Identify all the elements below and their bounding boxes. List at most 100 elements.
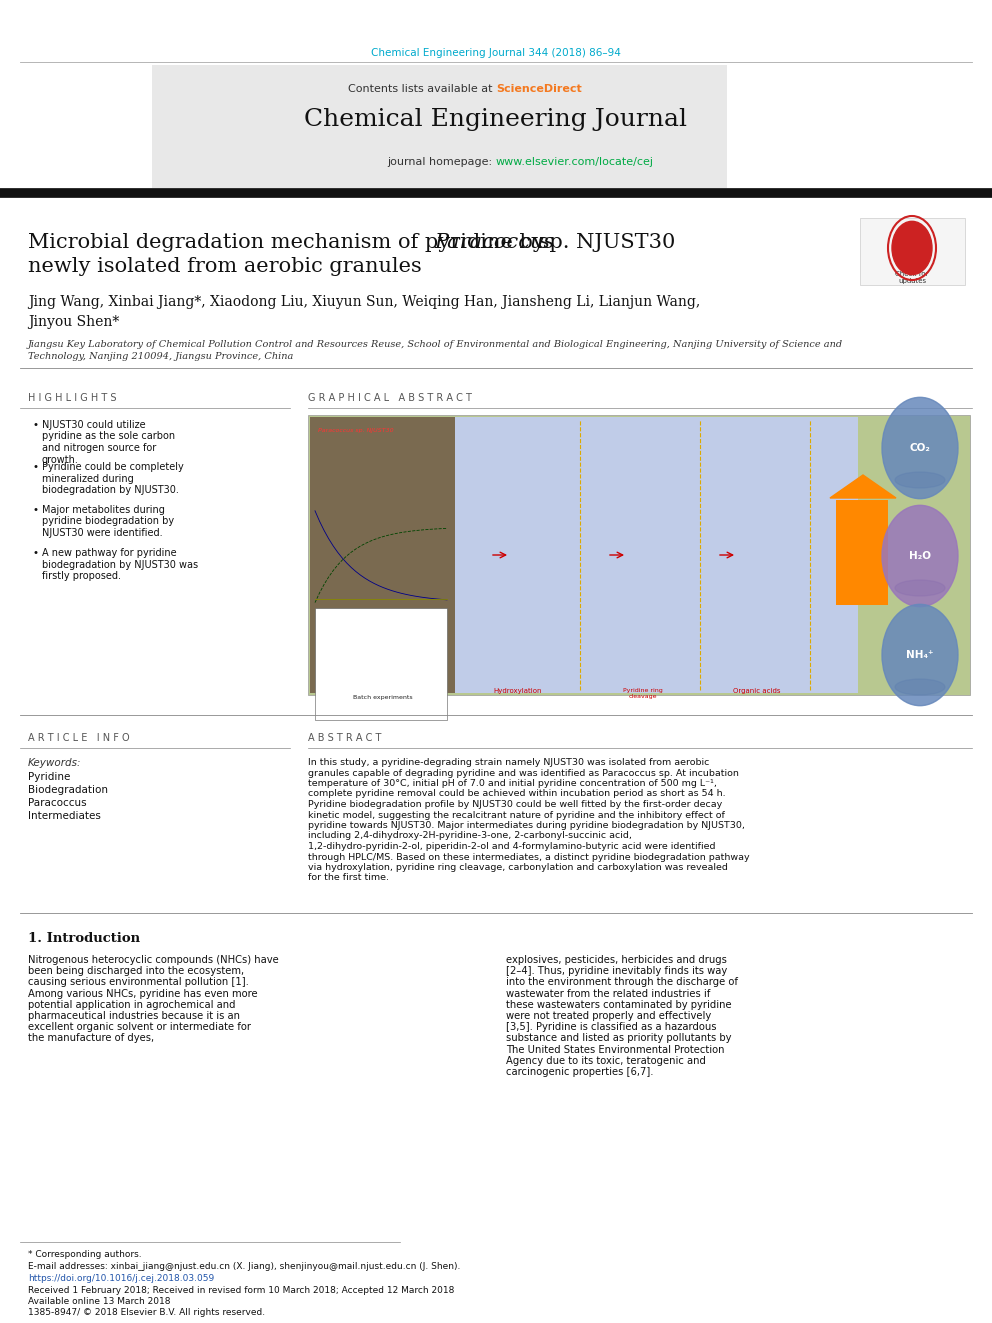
Text: A B S T R A C T: A B S T R A C T xyxy=(308,733,381,744)
Text: •: • xyxy=(33,419,39,430)
Text: sp. NJUST30: sp. NJUST30 xyxy=(532,233,676,251)
Text: kinetic model, suggesting the recalcitrant nature of pyridine and the inhibitory: kinetic model, suggesting the recalcitra… xyxy=(308,811,725,819)
Text: mineralized during: mineralized during xyxy=(42,474,134,483)
Text: * Corresponding authors.: * Corresponding authors. xyxy=(28,1250,142,1259)
Text: including 2,4-dihydroxy-2H-pyridine-3-one, 2-carbonyl-succinic acid,: including 2,4-dihydroxy-2H-pyridine-3-on… xyxy=(308,831,632,840)
Text: G R A P H I C A L   A B S T R A C T: G R A P H I C A L A B S T R A C T xyxy=(308,393,472,404)
Text: complete pyridine removal could be achieved within incubation period as short as: complete pyridine removal could be achie… xyxy=(308,790,725,799)
Bar xyxy=(315,609,447,720)
Bar xyxy=(455,417,858,693)
Text: •: • xyxy=(33,505,39,515)
Text: Jinyou Shen*: Jinyou Shen* xyxy=(28,315,119,329)
Text: journal homepage:: journal homepage: xyxy=(387,157,496,167)
Text: CO₂: CO₂ xyxy=(910,443,930,452)
Text: Check for
updates: Check for updates xyxy=(896,271,929,284)
Text: pharmaceutical industries because it is an: pharmaceutical industries because it is … xyxy=(28,1011,240,1021)
Text: In this study, a pyridine-degrading strain namely NJUST30 was isolated from aero: In this study, a pyridine-degrading stra… xyxy=(308,758,709,767)
Ellipse shape xyxy=(895,579,945,595)
Text: Paracoccus: Paracoccus xyxy=(28,798,86,808)
Text: Biodegradation: Biodegradation xyxy=(28,785,108,795)
Text: Nitrogenous heterocyclic compounds (NHCs) have: Nitrogenous heterocyclic compounds (NHCs… xyxy=(28,955,279,964)
Text: potential application in agrochemical and: potential application in agrochemical an… xyxy=(28,1000,235,1009)
Text: 1385-8947/ © 2018 Elsevier B.V. All rights reserved.: 1385-8947/ © 2018 Elsevier B.V. All righ… xyxy=(28,1308,265,1316)
Text: 1,2-dihydro-pyridin-2-ol, piperidin-2-ol and 4-formylamino-butyric acid were ide: 1,2-dihydro-pyridin-2-ol, piperidin-2-ol… xyxy=(308,841,715,851)
Text: carcinogenic properties [6,7].: carcinogenic properties [6,7]. xyxy=(506,1068,654,1077)
Text: Keywords:: Keywords: xyxy=(28,758,81,767)
Text: and nitrogen source for: and nitrogen source for xyxy=(42,443,157,452)
Text: https://doi.org/10.1016/j.cej.2018.03.059: https://doi.org/10.1016/j.cej.2018.03.05… xyxy=(28,1274,214,1283)
Bar xyxy=(310,417,455,693)
Text: Paracoccus sp. NJUST30: Paracoccus sp. NJUST30 xyxy=(318,429,394,433)
Text: Paracoccus: Paracoccus xyxy=(434,233,555,251)
Text: [2–4]. Thus, pyridine inevitably finds its way: [2–4]. Thus, pyridine inevitably finds i… xyxy=(506,966,727,976)
Polygon shape xyxy=(830,475,896,497)
Circle shape xyxy=(882,505,958,607)
Text: substance and listed as priority pollutants by: substance and listed as priority polluta… xyxy=(506,1033,731,1044)
Text: H₂O: H₂O xyxy=(909,550,931,561)
Text: Received 1 February 2018; Received in revised form 10 March 2018; Accepted 12 Ma: Received 1 February 2018; Received in re… xyxy=(28,1286,454,1295)
Text: Among various NHCs, pyridine has even more: Among various NHCs, pyridine has even mo… xyxy=(28,988,258,999)
Text: pyridine biodegradation by: pyridine biodegradation by xyxy=(42,516,175,527)
Text: explosives, pesticides, herbicides and drugs: explosives, pesticides, herbicides and d… xyxy=(506,955,727,964)
Text: •: • xyxy=(33,462,39,472)
Text: NJUST30 were identified.: NJUST30 were identified. xyxy=(42,528,163,538)
Text: NJUST30 could utilize: NJUST30 could utilize xyxy=(42,419,146,430)
Text: were not treated properly and effectively: were not treated properly and effectivel… xyxy=(506,1011,711,1021)
Text: Agency due to its toxic, teratogenic and: Agency due to its toxic, teratogenic and xyxy=(506,1056,706,1066)
Text: Intermediates: Intermediates xyxy=(28,811,101,822)
Text: Available online 13 March 2018: Available online 13 March 2018 xyxy=(28,1297,171,1306)
Text: •: • xyxy=(33,548,39,558)
Text: Pyridine could be completely: Pyridine could be completely xyxy=(42,462,184,472)
Text: Chemical Engineering Journal: Chemical Engineering Journal xyxy=(305,108,687,131)
Text: Microbial degradation mechanism of pyridine by: Microbial degradation mechanism of pyrid… xyxy=(28,233,552,251)
Text: E-mail addresses: xinbai_jiang@njust.edu.cn (X. Jiang), shenjinyou@mail.njust.ed: E-mail addresses: xinbai_jiang@njust.edu… xyxy=(28,1262,460,1271)
FancyBboxPatch shape xyxy=(836,500,888,605)
Circle shape xyxy=(882,397,958,499)
Text: through HPLC/MS. Based on these intermediates, a distinct pyridine biodegradatio: through HPLC/MS. Based on these intermed… xyxy=(308,852,750,861)
Text: Hydroxylation: Hydroxylation xyxy=(494,688,543,695)
Text: ScienceDirect: ScienceDirect xyxy=(496,83,581,94)
Text: Contents lists available at: Contents lists available at xyxy=(348,83,496,94)
Text: biodegradation by NJUST30.: biodegradation by NJUST30. xyxy=(42,486,179,495)
Text: temperature of 30°C, initial pH of 7.0 and initial pyridine concentration of 500: temperature of 30°C, initial pH of 7.0 a… xyxy=(308,779,717,789)
Text: NH₄⁺: NH₄⁺ xyxy=(907,650,933,660)
Text: Technology, Nanjing 210094, Jiangsu Province, China: Technology, Nanjing 210094, Jiangsu Prov… xyxy=(28,352,294,361)
Text: A R T I C L E   I N F O: A R T I C L E I N F O xyxy=(28,733,130,744)
Text: firstly proposed.: firstly proposed. xyxy=(42,572,121,581)
Text: pyridine towards NJUST30. Major intermediates during pyridine biodegradation by : pyridine towards NJUST30. Major intermed… xyxy=(308,822,745,830)
Text: via hydroxylation, pyridine ring cleavage, carbonylation and carboxylation was r: via hydroxylation, pyridine ring cleavag… xyxy=(308,863,728,872)
Bar xyxy=(860,218,965,284)
Circle shape xyxy=(882,605,958,705)
Text: Jing Wang, Xinbai Jiang*, Xiaodong Liu, Xiuyun Sun, Weiqing Han, Jiansheng Li, L: Jing Wang, Xinbai Jiang*, Xiaodong Liu, … xyxy=(28,295,700,310)
Text: the manufacture of dyes,: the manufacture of dyes, xyxy=(28,1033,154,1044)
Text: newly isolated from aerobic granules: newly isolated from aerobic granules xyxy=(28,257,422,277)
Text: causing serious environmental pollution [1].: causing serious environmental pollution … xyxy=(28,978,249,987)
Text: growth.: growth. xyxy=(42,455,79,464)
Text: Chemical Engineering Journal 344 (2018) 86–94: Chemical Engineering Journal 344 (2018) … xyxy=(371,48,621,58)
Text: The United States Environmental Protection: The United States Environmental Protecti… xyxy=(506,1045,724,1054)
Text: these wastewaters contaminated by pyridine: these wastewaters contaminated by pyridi… xyxy=(506,1000,732,1009)
Text: excellent organic solvent or intermediate for: excellent organic solvent or intermediat… xyxy=(28,1023,251,1032)
Text: Major metabolites during: Major metabolites during xyxy=(42,505,165,515)
Text: Jiangsu Key Laboratory of Chemical Pollution Control and Resources Reuse, School: Jiangsu Key Laboratory of Chemical Pollu… xyxy=(28,340,843,349)
Text: pyridine as the sole carbon: pyridine as the sole carbon xyxy=(42,431,176,442)
Text: Organic acids: Organic acids xyxy=(733,688,781,695)
Text: biodegradation by NJUST30 was: biodegradation by NJUST30 was xyxy=(42,560,198,569)
Text: Pyridine biodegradation profile by NJUST30 could be well fitted by the first-ord: Pyridine biodegradation profile by NJUST… xyxy=(308,800,722,808)
Text: Batch experiments: Batch experiments xyxy=(353,695,413,700)
Circle shape xyxy=(892,221,932,275)
Text: for the first time.: for the first time. xyxy=(308,873,389,882)
Text: into the environment through the discharge of: into the environment through the dischar… xyxy=(506,978,738,987)
Bar xyxy=(152,65,727,188)
Text: A new pathway for pyridine: A new pathway for pyridine xyxy=(42,548,177,558)
Bar xyxy=(308,415,970,695)
Text: wastewater from the related industries if: wastewater from the related industries i… xyxy=(506,988,710,999)
Text: H I G H L I G H T S: H I G H L I G H T S xyxy=(28,393,116,404)
Text: been being discharged into the ecosystem,: been being discharged into the ecosystem… xyxy=(28,966,244,976)
Text: [3,5]. Pyridine is classified as a hazardous: [3,5]. Pyridine is classified as a hazar… xyxy=(506,1023,716,1032)
Text: granules capable of degrading pyridine and was identified as Paracoccus sp. At i: granules capable of degrading pyridine a… xyxy=(308,769,739,778)
Text: Pyridine ring
cleavage: Pyridine ring cleavage xyxy=(623,688,663,699)
Text: Pyridine: Pyridine xyxy=(28,773,70,782)
Text: 1. Introduction: 1. Introduction xyxy=(28,931,140,945)
Ellipse shape xyxy=(895,472,945,488)
